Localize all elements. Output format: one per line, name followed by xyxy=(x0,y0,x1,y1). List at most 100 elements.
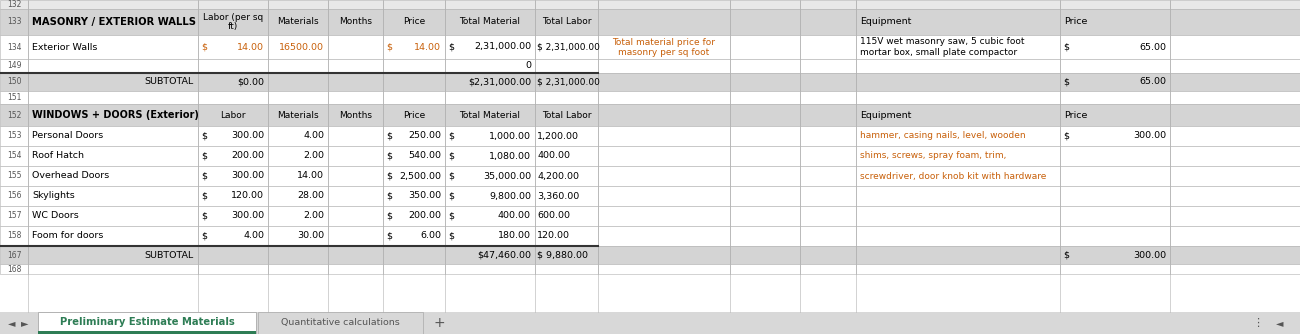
Text: 158: 158 xyxy=(6,231,21,240)
Bar xyxy=(29,206,198,226)
Bar xyxy=(731,59,800,73)
Text: WINDOWS + DOORS (Exterior): WINDOWS + DOORS (Exterior) xyxy=(32,110,199,120)
Bar xyxy=(855,146,1060,166)
Bar xyxy=(29,9,198,35)
Bar xyxy=(536,264,598,274)
Bar xyxy=(0,264,29,274)
Bar xyxy=(0,246,29,264)
Text: ⋮: ⋮ xyxy=(1252,318,1264,328)
Text: 6.00: 6.00 xyxy=(420,231,441,240)
Bar xyxy=(29,126,198,146)
Bar xyxy=(0,73,29,91)
Text: Labor (per sq: Labor (per sq xyxy=(203,13,263,22)
Bar xyxy=(598,126,731,146)
Bar xyxy=(0,126,29,146)
Bar xyxy=(855,73,1060,91)
Bar xyxy=(1170,146,1300,166)
Bar xyxy=(0,146,29,166)
Bar xyxy=(384,91,445,104)
Bar xyxy=(598,35,731,59)
Bar xyxy=(536,35,598,59)
Text: 168: 168 xyxy=(6,265,21,274)
Bar xyxy=(268,104,328,126)
Text: Personal Doors: Personal Doors xyxy=(32,132,103,141)
Bar xyxy=(0,91,29,104)
Bar xyxy=(598,226,731,246)
Text: Quantitative calculations: Quantitative calculations xyxy=(281,319,400,328)
Bar xyxy=(328,0,384,9)
Bar xyxy=(328,126,384,146)
Bar xyxy=(328,264,384,274)
Text: Total material price for: Total material price for xyxy=(612,38,715,47)
Text: $ 9,880.00: $ 9,880.00 xyxy=(537,250,588,260)
Bar xyxy=(1060,166,1170,186)
Text: Months: Months xyxy=(339,17,372,26)
Text: 157: 157 xyxy=(6,211,21,220)
Bar xyxy=(536,73,598,91)
Bar xyxy=(1170,73,1300,91)
Bar xyxy=(29,91,198,104)
Bar xyxy=(598,186,731,206)
Text: 4.00: 4.00 xyxy=(243,231,264,240)
Text: $2,31,000.00: $2,31,000.00 xyxy=(468,77,530,87)
Bar xyxy=(855,104,1060,126)
Bar xyxy=(0,59,29,73)
Text: 35,000.00: 35,000.00 xyxy=(482,171,530,180)
Bar xyxy=(731,0,800,9)
Bar xyxy=(198,146,268,166)
Text: Preliminary Estimate Materials: Preliminary Estimate Materials xyxy=(60,317,234,327)
Text: +: + xyxy=(433,316,445,330)
Bar xyxy=(328,226,384,246)
Bar xyxy=(800,104,855,126)
Bar xyxy=(268,0,328,9)
Bar xyxy=(29,166,198,186)
Bar xyxy=(536,59,598,73)
Bar xyxy=(198,246,268,264)
Text: 149: 149 xyxy=(6,61,21,70)
Text: ◄: ◄ xyxy=(1277,318,1284,328)
Bar xyxy=(198,206,268,226)
Text: 153: 153 xyxy=(6,132,21,141)
Bar xyxy=(536,246,598,264)
Bar xyxy=(268,59,328,73)
Text: Skylights: Skylights xyxy=(32,191,75,200)
Bar xyxy=(800,35,855,59)
Bar xyxy=(598,104,731,126)
Text: $: $ xyxy=(448,132,454,141)
Bar xyxy=(198,35,268,59)
Bar xyxy=(731,206,800,226)
Bar xyxy=(268,206,328,226)
Text: $: $ xyxy=(202,152,207,161)
Bar xyxy=(731,186,800,206)
Text: MASONRY / EXTERIOR WALLS: MASONRY / EXTERIOR WALLS xyxy=(32,17,196,27)
Bar xyxy=(598,0,731,9)
Bar xyxy=(0,186,29,206)
Bar xyxy=(536,126,598,146)
Text: 14.00: 14.00 xyxy=(296,171,324,180)
Bar xyxy=(731,226,800,246)
Bar xyxy=(268,226,328,246)
Bar xyxy=(536,9,598,35)
Text: 350.00: 350.00 xyxy=(408,191,441,200)
Bar xyxy=(598,91,731,104)
Text: SUBTOTAL: SUBTOTAL xyxy=(144,250,194,260)
Bar xyxy=(198,59,268,73)
Bar xyxy=(29,0,198,9)
Bar xyxy=(268,73,328,91)
Text: 400.00: 400.00 xyxy=(498,211,530,220)
Text: Total Material: Total Material xyxy=(459,111,520,120)
Bar xyxy=(598,146,731,166)
Bar xyxy=(536,166,598,186)
Text: 1,000.00: 1,000.00 xyxy=(489,132,530,141)
Text: $: $ xyxy=(1063,42,1069,51)
Bar xyxy=(1170,246,1300,264)
Bar xyxy=(445,0,536,9)
Text: Price: Price xyxy=(1063,111,1087,120)
Bar xyxy=(598,206,731,226)
Text: 1,080.00: 1,080.00 xyxy=(489,152,530,161)
Text: ft): ft) xyxy=(227,22,238,31)
Bar xyxy=(0,166,29,186)
Text: Price: Price xyxy=(1063,17,1087,26)
Bar xyxy=(29,264,198,274)
Text: 28.00: 28.00 xyxy=(296,191,324,200)
